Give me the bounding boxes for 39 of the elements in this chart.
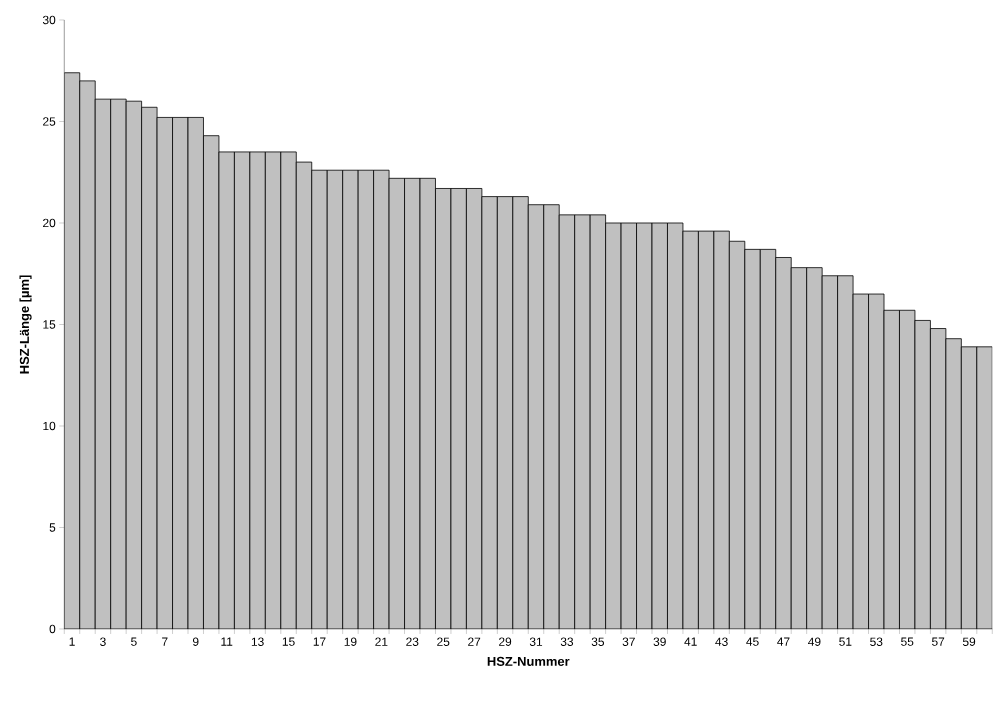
x-tick-label: 31 <box>529 637 543 646</box>
x-tick-label: 9 <box>192 637 199 646</box>
x-tick-label: 5 <box>131 637 137 646</box>
x-tick-label: 55 <box>901 637 914 646</box>
x-tick-label: 21 <box>375 637 388 646</box>
x-tick-label: 43 <box>715 637 728 646</box>
x-tick-label: 45 <box>746 637 759 646</box>
x-tick-label: 7 <box>162 637 168 646</box>
x-tick-label: 35 <box>591 637 605 646</box>
x-tick-label: 13 <box>251 637 264 646</box>
y-tick-label: 20 <box>43 218 56 228</box>
x-tick-label: 41 <box>684 637 697 646</box>
x-tick-label: 23 <box>406 637 419 646</box>
x-tick-label: 3 <box>100 637 106 646</box>
x-tick-label: 33 <box>560 637 574 646</box>
y-tick-label: 10 <box>43 421 56 431</box>
x-tick-label: 15 <box>282 637 295 646</box>
y-tick-label: 30 <box>42 15 56 25</box>
x-tick-label: 49 <box>808 637 821 646</box>
y-tick-label: 0 <box>49 624 56 634</box>
x-axis-title: HSZ-Nummer <box>487 656 570 666</box>
x-tick-label: 11 <box>221 637 233 646</box>
x-tick-label: 19 <box>344 637 357 646</box>
x-tick-label: 59 <box>962 637 976 646</box>
y-tick-label: 25 <box>43 117 56 126</box>
x-tick-label: 29 <box>499 637 512 646</box>
x-tick-label: 51 <box>839 637 852 646</box>
y-axis-title: HSZ-Länge [µm] <box>19 275 32 374</box>
x-tick-label: 53 <box>870 637 883 646</box>
x-tick-label: 25 <box>437 637 450 646</box>
x-tick-label: 39 <box>653 637 666 646</box>
x-tick-label: 17 <box>313 637 326 646</box>
y-tick-label: 5 <box>49 523 56 532</box>
x-tick-label: 57 <box>931 637 945 646</box>
x-tick-label: 27 <box>468 637 481 646</box>
x-tick-label: 1 <box>69 637 75 646</box>
x-tick-label: 37 <box>622 637 635 646</box>
x-tick-label: 47 <box>777 637 790 646</box>
y-tick-label: 15 <box>43 320 56 329</box>
